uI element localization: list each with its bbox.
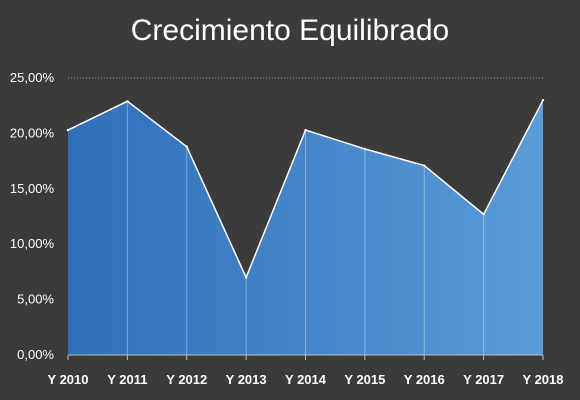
area-series [68, 100, 543, 355]
y-tick-label: 10,00% [10, 236, 55, 251]
y-tick-label: 20,00% [10, 125, 55, 140]
y-tick-label: 0,00% [17, 347, 54, 362]
data-point [244, 276, 248, 279]
y-tick-label: 5,00% [17, 292, 54, 307]
x-tick-label: Y 2016 [404, 372, 445, 387]
y-tick-label: 25,00% [10, 70, 55, 85]
data-point [185, 145, 188, 148]
data-point [363, 147, 367, 151]
data-point [541, 98, 545, 102]
x-tick-label: Y 2010 [48, 372, 89, 387]
x-tick-label: Y 2014 [285, 372, 327, 387]
chart-title: Crecimiento Equilibrado [130, 14, 450, 47]
x-tick-label: Y 2012 [166, 372, 207, 387]
data-point [126, 100, 129, 103]
x-tick-label: Y 2011 [107, 372, 147, 387]
x-tick-label: Y 2013 [226, 372, 267, 387]
data-point [423, 164, 426, 167]
data-point [482, 213, 485, 216]
data-point [304, 128, 307, 132]
x-tick-label: Y 2017 [463, 372, 504, 387]
x-tick-label: Y 2015 [344, 372, 385, 387]
data-point [66, 128, 70, 132]
y-tick-label: 15,00% [10, 181, 55, 196]
x-tick-label: Y 2018 [523, 372, 564, 387]
